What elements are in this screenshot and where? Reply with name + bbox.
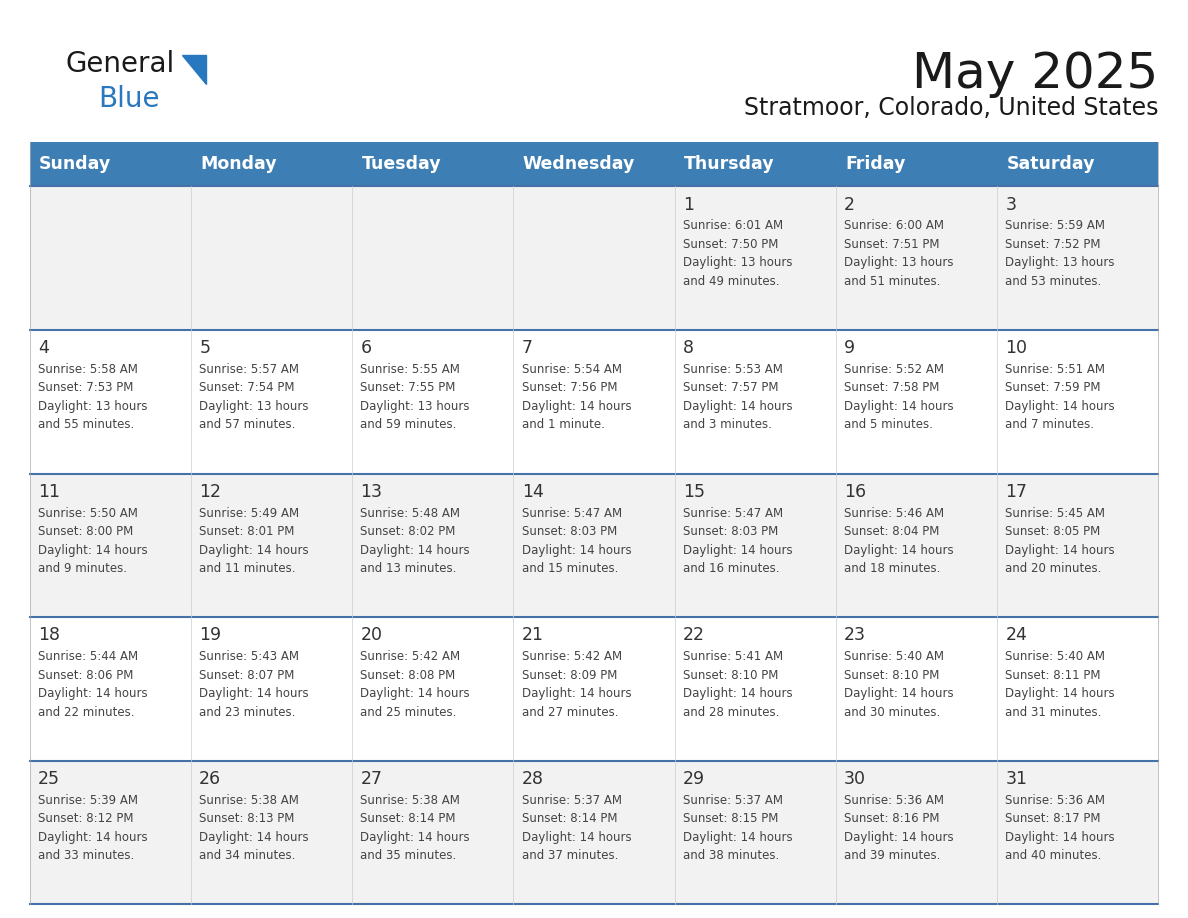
Text: Sunrise: 5:36 AM
Sunset: 8:16 PM
Daylight: 14 hours
and 39 minutes.: Sunrise: 5:36 AM Sunset: 8:16 PM Dayligh…	[845, 794, 954, 862]
Text: Sunrise: 5:50 AM
Sunset: 8:00 PM
Daylight: 14 hours
and 9 minutes.: Sunrise: 5:50 AM Sunset: 8:00 PM Dayligh…	[38, 507, 147, 575]
Text: 28: 28	[522, 770, 544, 788]
Text: Sunrise: 5:40 AM
Sunset: 8:11 PM
Daylight: 14 hours
and 31 minutes.: Sunrise: 5:40 AM Sunset: 8:11 PM Dayligh…	[1005, 650, 1116, 719]
Text: Friday: Friday	[846, 155, 905, 174]
Text: Sunrise: 5:45 AM
Sunset: 8:05 PM
Daylight: 14 hours
and 20 minutes.: Sunrise: 5:45 AM Sunset: 8:05 PM Dayligh…	[1005, 507, 1116, 575]
Text: 19: 19	[200, 626, 221, 644]
Text: Sunrise: 5:54 AM
Sunset: 7:56 PM
Daylight: 14 hours
and 1 minute.: Sunrise: 5:54 AM Sunset: 7:56 PM Dayligh…	[522, 363, 631, 431]
Text: Sunrise: 5:40 AM
Sunset: 8:10 PM
Daylight: 14 hours
and 30 minutes.: Sunrise: 5:40 AM Sunset: 8:10 PM Dayligh…	[845, 650, 954, 719]
Text: Sunrise: 5:44 AM
Sunset: 8:06 PM
Daylight: 14 hours
and 22 minutes.: Sunrise: 5:44 AM Sunset: 8:06 PM Dayligh…	[38, 650, 147, 719]
Text: Blue: Blue	[99, 85, 160, 114]
Bar	[997, 142, 1158, 186]
Bar	[352, 142, 513, 186]
Text: 22: 22	[683, 626, 704, 644]
Text: 2: 2	[845, 196, 855, 214]
Text: Sunrise: 5:58 AM
Sunset: 7:53 PM
Daylight: 13 hours
and 55 minutes.: Sunrise: 5:58 AM Sunset: 7:53 PM Dayligh…	[38, 363, 147, 431]
Text: Sunrise: 5:46 AM
Sunset: 8:04 PM
Daylight: 14 hours
and 18 minutes.: Sunrise: 5:46 AM Sunset: 8:04 PM Dayligh…	[845, 507, 954, 575]
Bar	[30, 142, 191, 186]
Bar	[30, 186, 1158, 330]
Text: Sunrise: 5:43 AM
Sunset: 8:07 PM
Daylight: 14 hours
and 23 minutes.: Sunrise: 5:43 AM Sunset: 8:07 PM Dayligh…	[200, 650, 309, 719]
Text: Sunrise: 5:36 AM
Sunset: 8:17 PM
Daylight: 14 hours
and 40 minutes.: Sunrise: 5:36 AM Sunset: 8:17 PM Dayligh…	[1005, 794, 1116, 862]
Text: 31: 31	[1005, 770, 1028, 788]
Text: 25: 25	[38, 770, 61, 788]
Bar	[191, 142, 352, 186]
Text: Stratmoor, Colorado, United States: Stratmoor, Colorado, United States	[744, 96, 1158, 120]
Text: 27: 27	[360, 770, 383, 788]
Text: 12: 12	[200, 483, 221, 500]
Text: Saturday: Saturday	[1006, 155, 1095, 174]
Text: Sunrise: 5:39 AM
Sunset: 8:12 PM
Daylight: 14 hours
and 33 minutes.: Sunrise: 5:39 AM Sunset: 8:12 PM Dayligh…	[38, 794, 147, 862]
Text: Sunrise: 5:48 AM
Sunset: 8:02 PM
Daylight: 14 hours
and 13 minutes.: Sunrise: 5:48 AM Sunset: 8:02 PM Dayligh…	[360, 507, 470, 575]
Text: 17: 17	[1005, 483, 1028, 500]
Text: Sunrise: 5:47 AM
Sunset: 8:03 PM
Daylight: 14 hours
and 15 minutes.: Sunrise: 5:47 AM Sunset: 8:03 PM Dayligh…	[522, 507, 631, 575]
Text: Sunrise: 5:47 AM
Sunset: 8:03 PM
Daylight: 14 hours
and 16 minutes.: Sunrise: 5:47 AM Sunset: 8:03 PM Dayligh…	[683, 507, 792, 575]
Polygon shape	[182, 55, 206, 84]
Text: 21: 21	[522, 626, 544, 644]
Text: Sunrise: 5:41 AM
Sunset: 8:10 PM
Daylight: 14 hours
and 28 minutes.: Sunrise: 5:41 AM Sunset: 8:10 PM Dayligh…	[683, 650, 792, 719]
Text: Sunrise: 5:52 AM
Sunset: 7:58 PM
Daylight: 14 hours
and 5 minutes.: Sunrise: 5:52 AM Sunset: 7:58 PM Dayligh…	[845, 363, 954, 431]
Text: Sunrise: 5:53 AM
Sunset: 7:57 PM
Daylight: 14 hours
and 3 minutes.: Sunrise: 5:53 AM Sunset: 7:57 PM Dayligh…	[683, 363, 792, 431]
Text: 14: 14	[522, 483, 544, 500]
Text: Sunrise: 5:59 AM
Sunset: 7:52 PM
Daylight: 13 hours
and 53 minutes.: Sunrise: 5:59 AM Sunset: 7:52 PM Dayligh…	[1005, 219, 1114, 288]
Text: Sunrise: 5:49 AM
Sunset: 8:01 PM
Daylight: 14 hours
and 11 minutes.: Sunrise: 5:49 AM Sunset: 8:01 PM Dayligh…	[200, 507, 309, 575]
Text: 1: 1	[683, 196, 694, 214]
Text: 18: 18	[38, 626, 61, 644]
Text: Sunrise: 5:38 AM
Sunset: 8:13 PM
Daylight: 14 hours
and 34 minutes.: Sunrise: 5:38 AM Sunset: 8:13 PM Dayligh…	[200, 794, 309, 862]
Text: Wednesday: Wednesday	[523, 155, 636, 174]
Text: Sunrise: 5:57 AM
Sunset: 7:54 PM
Daylight: 13 hours
and 57 minutes.: Sunrise: 5:57 AM Sunset: 7:54 PM Dayligh…	[200, 363, 309, 431]
Text: Monday: Monday	[201, 155, 277, 174]
Text: Tuesday: Tuesday	[361, 155, 441, 174]
Text: Sunrise: 5:51 AM
Sunset: 7:59 PM
Daylight: 14 hours
and 7 minutes.: Sunrise: 5:51 AM Sunset: 7:59 PM Dayligh…	[1005, 363, 1116, 431]
Text: 29: 29	[683, 770, 704, 788]
Text: 13: 13	[360, 483, 383, 500]
Text: 15: 15	[683, 483, 704, 500]
Text: 26: 26	[200, 770, 221, 788]
Text: 8: 8	[683, 339, 694, 357]
Text: Sunrise: 5:55 AM
Sunset: 7:55 PM
Daylight: 13 hours
and 59 minutes.: Sunrise: 5:55 AM Sunset: 7:55 PM Dayligh…	[360, 363, 470, 431]
Bar	[30, 474, 1158, 617]
Text: 24: 24	[1005, 626, 1028, 644]
Text: Sunrise: 5:38 AM
Sunset: 8:14 PM
Daylight: 14 hours
and 35 minutes.: Sunrise: 5:38 AM Sunset: 8:14 PM Dayligh…	[360, 794, 470, 862]
Bar	[513, 142, 675, 186]
Text: Sunrise: 5:37 AM
Sunset: 8:14 PM
Daylight: 14 hours
and 37 minutes.: Sunrise: 5:37 AM Sunset: 8:14 PM Dayligh…	[522, 794, 631, 862]
Text: 3: 3	[1005, 196, 1017, 214]
Text: 11: 11	[38, 483, 61, 500]
Bar	[30, 330, 1158, 474]
Text: General: General	[65, 50, 175, 79]
Bar	[836, 142, 997, 186]
Bar	[30, 617, 1158, 761]
Bar	[30, 761, 1158, 904]
Text: Sunrise: 5:37 AM
Sunset: 8:15 PM
Daylight: 14 hours
and 38 minutes.: Sunrise: 5:37 AM Sunset: 8:15 PM Dayligh…	[683, 794, 792, 862]
Text: 10: 10	[1005, 339, 1028, 357]
Text: 30: 30	[845, 770, 866, 788]
Text: May 2025: May 2025	[912, 50, 1158, 98]
Text: Sunrise: 5:42 AM
Sunset: 8:09 PM
Daylight: 14 hours
and 27 minutes.: Sunrise: 5:42 AM Sunset: 8:09 PM Dayligh…	[522, 650, 631, 719]
Bar	[675, 142, 836, 186]
Text: 4: 4	[38, 339, 49, 357]
Text: Sunrise: 6:01 AM
Sunset: 7:50 PM
Daylight: 13 hours
and 49 minutes.: Sunrise: 6:01 AM Sunset: 7:50 PM Dayligh…	[683, 219, 792, 288]
Text: Sunday: Sunday	[39, 155, 112, 174]
Text: Thursday: Thursday	[684, 155, 775, 174]
Text: 20: 20	[360, 626, 383, 644]
Text: 6: 6	[360, 339, 372, 357]
Text: 16: 16	[845, 483, 866, 500]
Text: Sunrise: 6:00 AM
Sunset: 7:51 PM
Daylight: 13 hours
and 51 minutes.: Sunrise: 6:00 AM Sunset: 7:51 PM Dayligh…	[845, 219, 954, 288]
Text: 9: 9	[845, 339, 855, 357]
Text: 7: 7	[522, 339, 532, 357]
Text: 23: 23	[845, 626, 866, 644]
Text: 5: 5	[200, 339, 210, 357]
Text: Sunrise: 5:42 AM
Sunset: 8:08 PM
Daylight: 14 hours
and 25 minutes.: Sunrise: 5:42 AM Sunset: 8:08 PM Dayligh…	[360, 650, 470, 719]
